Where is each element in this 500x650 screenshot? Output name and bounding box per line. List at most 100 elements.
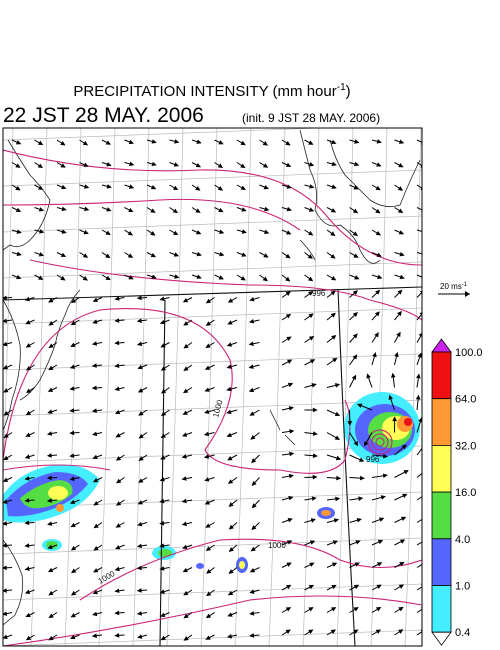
wind-arrowhead bbox=[240, 185, 246, 190]
wind-arrowhead bbox=[204, 477, 210, 482]
wind-arrowhead bbox=[150, 208, 156, 213]
wind-arrowhead bbox=[160, 455, 166, 460]
wind-arrowhead bbox=[48, 590, 54, 596]
wind-arrowhead bbox=[286, 540, 293, 545]
wind-arrowhead bbox=[114, 409, 121, 415]
wind-arrowhead bbox=[228, 569, 234, 574]
wind-arrowhead bbox=[24, 296, 30, 302]
wind-arrowhead bbox=[392, 416, 397, 422]
wind-arrowhead bbox=[105, 253, 111, 259]
wind-arrowhead bbox=[205, 298, 212, 304]
colorbar-label: 0.4 bbox=[455, 627, 470, 639]
wind-arrowhead bbox=[398, 606, 404, 612]
wind-arrowhead bbox=[204, 409, 210, 414]
wind-arrowhead bbox=[333, 518, 340, 523]
wind-arrowhead bbox=[3, 365, 9, 370]
colorbar-label: 100.0 bbox=[455, 347, 483, 359]
meridian bbox=[200, 128, 218, 646]
wind-arrowhead bbox=[248, 364, 254, 369]
wind-arrowhead bbox=[106, 207, 112, 212]
parallel bbox=[3, 169, 422, 187]
wind-arrowhead bbox=[241, 229, 247, 234]
wind-arrowhead bbox=[173, 230, 179, 236]
colorbar-segment bbox=[431, 398, 452, 446]
wind-arrowhead bbox=[310, 518, 316, 523]
wind-arrowhead bbox=[151, 274, 157, 279]
wind-arrowhead bbox=[61, 206, 67, 212]
wind-arrow bbox=[416, 291, 422, 298]
wind-arrowhead bbox=[374, 332, 379, 338]
wind-arrowhead bbox=[84, 184, 90, 189]
wind-arrowhead bbox=[353, 440, 359, 447]
wind-arrowhead bbox=[105, 275, 111, 281]
wind-arrowhead bbox=[138, 456, 144, 461]
wind-arrowhead bbox=[383, 453, 389, 459]
wind-arrowhead bbox=[3, 521, 8, 526]
parallel bbox=[3, 307, 422, 325]
meridian bbox=[166, 128, 184, 646]
wind-arrowhead bbox=[394, 351, 399, 358]
meridian bbox=[336, 128, 354, 646]
wind-arrowhead bbox=[48, 320, 54, 326]
wind-arrowhead bbox=[47, 544, 53, 550]
wind-arrowhead bbox=[25, 612, 31, 618]
wind-arrowhead bbox=[399, 539, 406, 544]
wind-arrowhead bbox=[309, 184, 315, 189]
wind-arrowhead bbox=[249, 611, 255, 616]
wind-arrowhead bbox=[423, 516, 426, 519]
wind-arrowhead bbox=[159, 566, 165, 571]
wind-arrowhead bbox=[375, 230, 381, 236]
init-time: (init. 9 JST 28 MAY. 2006) bbox=[242, 111, 380, 125]
wind-arrowhead bbox=[403, 470, 409, 475]
wind-arrowhead bbox=[82, 140, 89, 146]
wind-arrowhead bbox=[91, 408, 97, 413]
wind-arrowhead bbox=[353, 629, 359, 634]
wind-arrowhead bbox=[289, 451, 295, 457]
wind-arrowhead bbox=[312, 474, 318, 480]
wind-arrowhead bbox=[376, 562, 383, 567]
wind-arrowhead bbox=[70, 590, 77, 596]
wind-arrowhead bbox=[206, 591, 212, 597]
colorbar-label: 1.0 bbox=[455, 581, 470, 593]
wind-arrowhead bbox=[160, 612, 166, 617]
wind-arrowhead bbox=[249, 589, 255, 594]
wind-arrowhead bbox=[82, 276, 89, 281]
wind-arrowhead bbox=[136, 588, 142, 593]
wind-arrow bbox=[416, 563, 422, 568]
wind-arrow bbox=[416, 631, 422, 636]
wind-arrowhead bbox=[421, 562, 422, 563]
wind-arrowhead bbox=[128, 275, 134, 280]
wind-arrowhead bbox=[240, 163, 246, 169]
wind-arrowhead bbox=[379, 517, 385, 522]
wind-arrowhead bbox=[308, 313, 314, 319]
wind-arrowhead bbox=[115, 433, 121, 438]
wind-arrowhead bbox=[262, 163, 269, 168]
wind-arrowhead bbox=[205, 343, 211, 348]
wind-arrowhead bbox=[136, 565, 142, 571]
wind-arrowhead bbox=[195, 162, 202, 168]
wind-arrowhead bbox=[136, 295, 142, 301]
reference-vector: 20 ms-1 bbox=[438, 282, 470, 297]
parallel bbox=[3, 537, 422, 555]
wind-arrowhead bbox=[352, 208, 359, 214]
wind-arrowhead bbox=[25, 432, 31, 437]
wind-arrowhead bbox=[398, 629, 404, 634]
wind-arrow bbox=[416, 184, 422, 189]
wind-arrowhead bbox=[37, 163, 44, 169]
wind-arrowhead bbox=[248, 319, 255, 324]
wind-arrowhead bbox=[397, 186, 404, 191]
wind-arrowhead bbox=[218, 229, 225, 234]
wind-arrowhead bbox=[114, 340, 120, 346]
wind-arrowhead bbox=[173, 185, 179, 191]
wind-arrowhead bbox=[3, 477, 9, 482]
wind-arrowhead bbox=[402, 493, 408, 499]
wind-arrowhead bbox=[92, 431, 98, 437]
wind-arrowhead bbox=[288, 473, 294, 479]
wind-arrowhead bbox=[352, 333, 358, 339]
wind-arrowhead bbox=[205, 635, 211, 640]
wind-arrowhead bbox=[331, 562, 338, 567]
parallel bbox=[3, 261, 422, 279]
wind-arrowhead bbox=[173, 252, 180, 257]
wind-arrowhead bbox=[285, 607, 292, 612]
